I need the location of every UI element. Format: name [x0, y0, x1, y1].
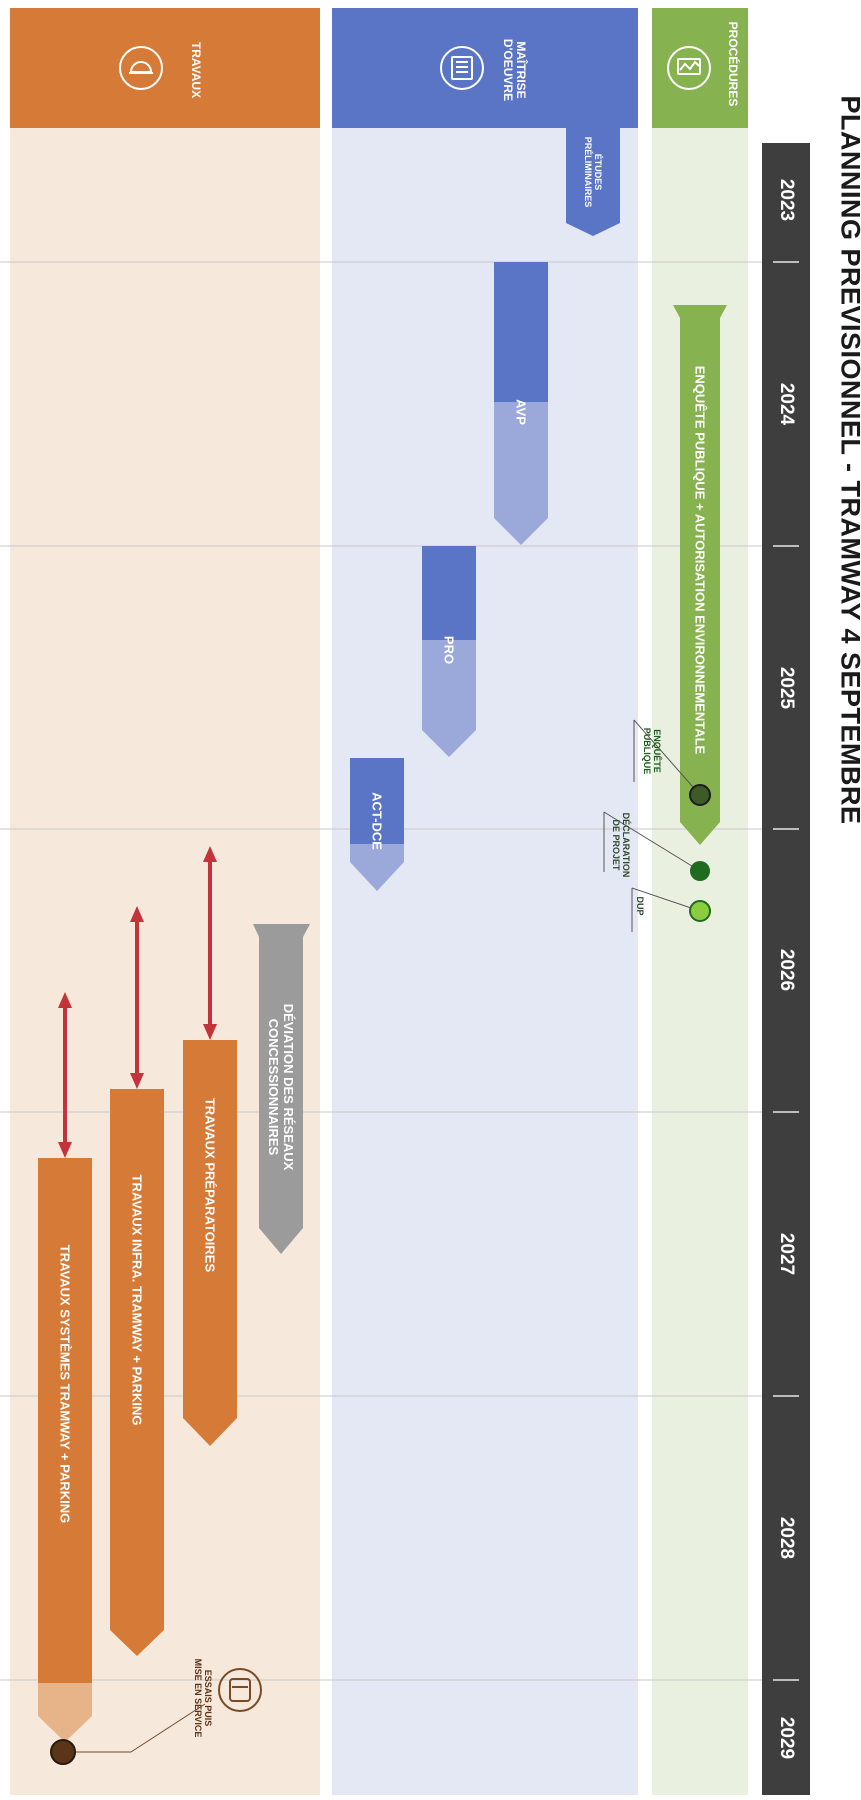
- dup-milestone: [690, 901, 710, 921]
- act-dce-label: ACT-DCE: [370, 792, 385, 850]
- dup-label: DUP: [635, 896, 645, 915]
- mise-en-service-label: ESSAIS PUIS MISE EN SERVICE: [193, 1659, 213, 1738]
- pro-bar-dark: [422, 546, 476, 640]
- travaux-systemes-label: TRAVAUX SYSTÈMES TRAMWAY + PARKING: [58, 1245, 73, 1523]
- year-label: 2029: [775, 1717, 797, 1759]
- mise-en-service-milestone: [51, 1740, 75, 1764]
- travaux-infra-label: TRAVAUX INFRA. TRAMWAY + PARKING: [130, 1175, 145, 1426]
- deviation-reseaux-label: DÉVIATION DES RÉSEAUX CONCESSIONNAIRES: [266, 1004, 296, 1171]
- avp-label: AVP: [514, 399, 529, 425]
- enquete-publique-bar-label: ENQUÊTE PUBLIQUE + AUTORISATION ENVIRONN…: [693, 366, 708, 754]
- year-label: 2024: [775, 383, 797, 425]
- enquete-publique-milestone: [690, 785, 710, 805]
- enquete-publique-milestone-label: ENQUÊTE PUBLIQUE: [642, 728, 662, 775]
- declaration-projet-label: DÉCLARATION DE PROJET: [611, 813, 631, 878]
- year-label: 2025: [775, 667, 797, 709]
- avp-bar-dark: [494, 262, 548, 402]
- year-label: 2027: [775, 1233, 797, 1275]
- year-label: 2028: [775, 1517, 797, 1559]
- declaration-projet-milestone: [690, 861, 710, 881]
- travaux-header: [10, 8, 320, 128]
- moe-lane-bg: [332, 128, 638, 1795]
- etudes-preliminaires-label: ÉTUDES PRÉLIMINAIRES: [583, 137, 603, 208]
- pro-label: PRO: [442, 636, 457, 664]
- year-label: 2026: [775, 949, 797, 991]
- procedures-lane-label: PROCÉDURES: [726, 22, 740, 107]
- page-title: PLANNING PRÉVISIONNEL - TRAMWAY 4 SEPTEM…: [835, 95, 861, 824]
- moe-lane-label: MAÎTRISE D'OEUVRE: [501, 39, 527, 101]
- moe-header: [332, 8, 638, 128]
- travaux-preparatoires-label: TRAVAUX PRÉPARATOIRES: [203, 1098, 218, 1272]
- year-label: 2023: [775, 179, 797, 221]
- travaux-lane-label: TRAVAUX: [189, 42, 203, 98]
